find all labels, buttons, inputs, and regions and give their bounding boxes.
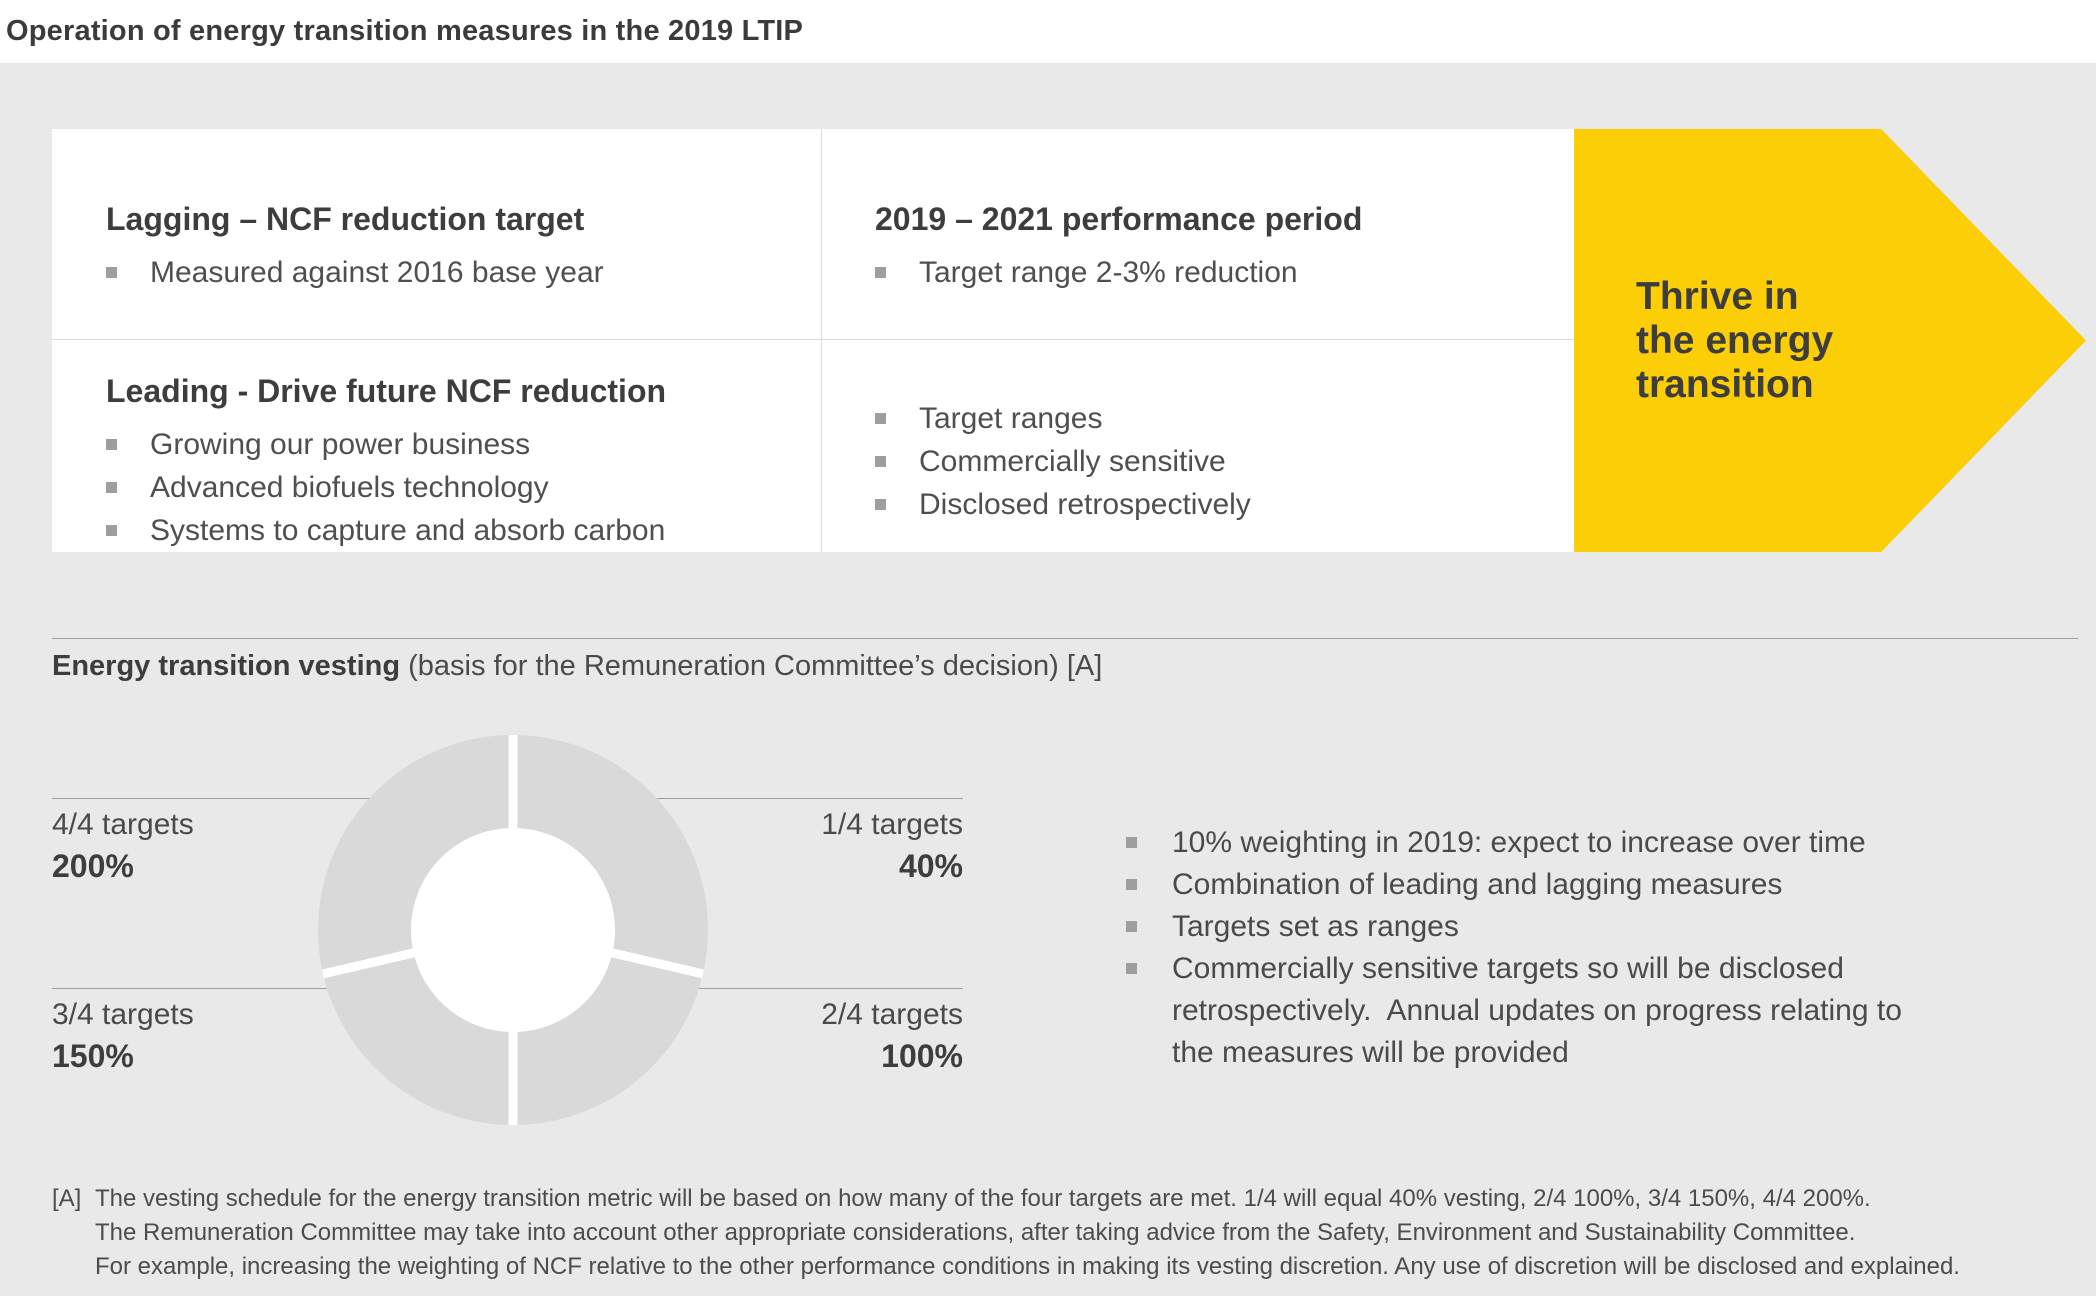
footnote-line: The Remuneration Committee may take into… xyxy=(95,1219,1856,1246)
square-bullet-icon xyxy=(1126,879,1137,890)
panel-row-divider xyxy=(52,339,1574,340)
vesting-percent: 100% xyxy=(881,1038,963,1074)
performance-period-bullets: Target range 2-3% reduction xyxy=(875,251,1565,294)
targets-label: 4/4 targets xyxy=(52,808,194,841)
square-bullet-icon xyxy=(1126,963,1137,974)
arrow-label: Thrive in the energy transition xyxy=(1636,275,1833,407)
note-item: Targets set as ranges xyxy=(1126,906,1942,948)
performance-period-heading: 2019 – 2021 performance period xyxy=(875,201,1363,237)
bullet-item: Advanced biofuels technology xyxy=(106,466,806,509)
vesting-section-title: Energy transition vesting (basis for the… xyxy=(52,650,1102,683)
callout-line-top-left xyxy=(52,798,432,799)
bullet-item: Target ranges xyxy=(875,397,1565,440)
note-item: 10% weighting in 2019: expect to increas… xyxy=(1126,822,1942,864)
bullet-item: Measured against 2016 base year xyxy=(106,251,806,294)
cell-lagging-target: Lagging – NCF reduction target Measured … xyxy=(106,201,806,294)
lagging-heading: Lagging – NCF reduction target xyxy=(106,201,585,237)
note-text: Commercially sensitive targets so will b… xyxy=(1172,952,1911,1069)
targets-label: 2/4 targets xyxy=(821,998,963,1031)
arrow-label-line: transition xyxy=(1636,362,1814,406)
target-disclosure-bullets: Target ranges Commercially sensitive Dis… xyxy=(875,397,1565,526)
bullet-item: Disclosed retrospectively xyxy=(875,483,1565,526)
vesting-label-3of4: 3/4 targets 150% xyxy=(52,996,194,1075)
vesting-percent: 200% xyxy=(52,848,134,884)
bullet-item: Target range 2-3% reduction xyxy=(875,251,1565,294)
page-title: Operation of energy transition measures … xyxy=(6,15,804,47)
callout-line-bottom-left xyxy=(52,988,432,989)
footnote-line: For example, increasing the weighting of… xyxy=(95,1253,1960,1280)
square-bullet-icon xyxy=(1126,837,1137,848)
square-bullet-icon xyxy=(875,499,886,510)
square-bullet-icon xyxy=(106,439,117,450)
section-divider xyxy=(52,638,2078,639)
square-bullet-icon xyxy=(1126,921,1137,932)
bullet-item: Systems to capture and absorb carbon xyxy=(106,509,806,552)
vesting-label-1of4: 1/4 targets 40% xyxy=(563,806,963,885)
leading-bullets: Growing our power business Advanced biof… xyxy=(106,423,806,552)
vesting-percent: 40% xyxy=(898,848,963,884)
bullet-text: Target ranges xyxy=(919,402,1103,435)
bullet-text: Commercially sensitive xyxy=(919,445,1226,478)
note-text: Combination of leading and lagging measu… xyxy=(1172,868,1783,901)
square-bullet-icon xyxy=(875,413,886,424)
note-text: Targets set as ranges xyxy=(1172,910,1459,943)
thrive-arrow: Thrive in the energy transition xyxy=(1574,129,2086,552)
square-bullet-icon xyxy=(875,456,886,467)
arrow-label-line: the energy xyxy=(1636,318,1834,362)
lagging-bullets: Measured against 2016 base year xyxy=(106,251,806,294)
square-bullet-icon xyxy=(106,482,117,493)
cell-target-disclosure: Target ranges Commercially sensitive Dis… xyxy=(875,397,1565,526)
bullet-text: Advanced biofuels technology xyxy=(150,471,549,504)
note-item: Combination of leading and lagging measu… xyxy=(1126,864,1942,906)
bullet-item: Growing our power business xyxy=(106,423,806,466)
arrow-label-line: Thrive in xyxy=(1636,274,1799,318)
footnote-marker: [A] xyxy=(52,1185,82,1212)
vesting-label-4of4: 4/4 targets 200% xyxy=(52,806,194,885)
vesting-title-bold: Energy transition vesting xyxy=(52,650,401,682)
note-item: Commercially sensitive targets so will b… xyxy=(1126,948,1942,1074)
leading-heading: Leading - Drive future NCF reduction xyxy=(106,373,667,409)
note-text: 10% weighting in 2019: expect to increas… xyxy=(1172,826,1866,859)
bullet-text: Target range 2-3% reduction xyxy=(919,256,1298,289)
cell-leading-measures: Leading - Drive future NCF reduction Gro… xyxy=(106,373,806,552)
measures-panel: Lagging – NCF reduction target Measured … xyxy=(52,129,1574,552)
page-header: Operation of energy transition measures … xyxy=(0,0,2096,63)
vesting-title-rest: (basis for the Remuneration Committee’s … xyxy=(400,650,1103,682)
footnote-line: The vesting schedule for the energy tran… xyxy=(95,1185,1871,1212)
vesting-label-2of4: 2/4 targets 100% xyxy=(563,996,963,1075)
footnote: [A] The vesting schedule for the energy … xyxy=(52,1182,2076,1284)
bullet-text: Systems to capture and absorb carbon xyxy=(150,514,666,547)
vesting-donut-chart xyxy=(318,735,708,1125)
bullet-item: Commercially sensitive xyxy=(875,440,1565,483)
cell-performance-period: 2019 – 2021 performance period Target ra… xyxy=(875,201,1565,294)
square-bullet-icon xyxy=(106,267,117,278)
notes-list: 10% weighting in 2019: expect to increas… xyxy=(1126,822,1942,1074)
panel-column-divider xyxy=(821,129,822,552)
footnote-lines: The vesting schedule for the energy tran… xyxy=(95,1182,1960,1284)
bullet-text: Disclosed retrospectively xyxy=(919,488,1251,521)
bullet-text: Growing our power business xyxy=(150,428,531,461)
bullet-text: Measured against 2016 base year xyxy=(150,256,604,289)
callout-line-top-right xyxy=(588,798,963,799)
targets-label: 1/4 targets xyxy=(821,808,963,841)
targets-label: 3/4 targets xyxy=(52,998,194,1031)
square-bullet-icon xyxy=(106,525,117,536)
callout-line-bottom-right xyxy=(588,988,963,989)
square-bullet-icon xyxy=(875,267,886,278)
vesting-percent: 150% xyxy=(52,1038,134,1074)
